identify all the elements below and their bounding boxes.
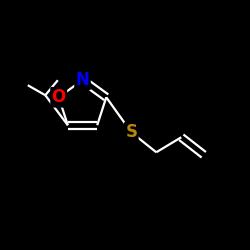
- Text: N: N: [76, 71, 90, 89]
- Text: O: O: [52, 88, 66, 106]
- Text: S: S: [125, 123, 137, 141]
